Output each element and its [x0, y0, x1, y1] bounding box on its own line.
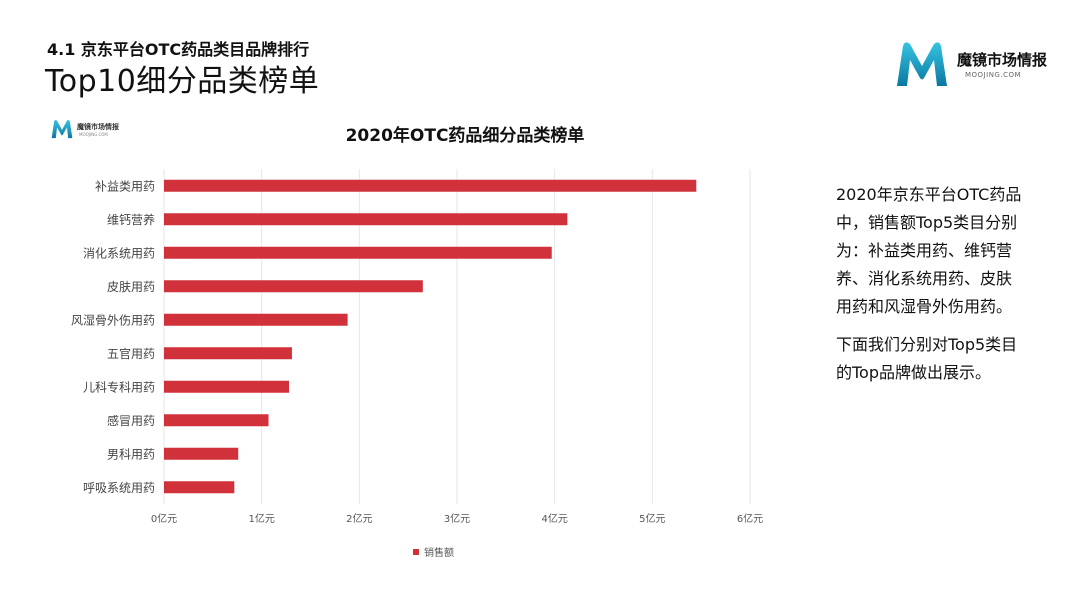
bar [164, 414, 269, 427]
category-label: 维钙营养 [107, 212, 155, 227]
chart-logo-name: 魔镜市场情报 [77, 123, 119, 131]
page-title: Top10细分品类榜单 [45, 64, 320, 99]
bar [164, 246, 552, 259]
summary-paragraph-2: 下面我们分别对Top5类目的Top品牌做出展示。 [836, 335, 1018, 382]
bar [164, 481, 235, 494]
x-tick-label: 4亿元 [541, 512, 567, 525]
category-label: 儿科专科用药 [83, 379, 155, 394]
chart-logo-m-icon [51, 120, 73, 139]
bar [164, 213, 568, 226]
legend-label: 销售额 [424, 548, 454, 559]
category-label: 感冒用药 [107, 413, 155, 428]
brand-logo: 魔镜市场情报 MOOJING.COM [893, 40, 1063, 90]
category-label: 消化系统用药 [83, 246, 155, 260]
x-tick-label: 3亿元 [444, 512, 470, 525]
x-tick-label: 0亿元 [151, 512, 177, 525]
x-tick-label: 2亿元 [346, 512, 372, 525]
section-label: 4.1 京东平台OTC药品类目品牌排行 [47, 40, 310, 59]
category-label: 皮肤用药 [107, 279, 155, 294]
category-label: 五官用药 [107, 346, 155, 361]
category-label: 呼吸系统用药 [83, 481, 155, 495]
chart-logo-url: MOOJING.COM [79, 132, 108, 137]
bar [164, 179, 697, 192]
brand-m-icon [897, 42, 947, 86]
chart-title: 2020年OTC药品细分品类榜单 [345, 126, 585, 146]
category-label: 男科用药 [107, 447, 155, 461]
bar [164, 280, 423, 293]
brand-url: MOOJING.COM [965, 71, 1022, 79]
x-tick-label: 1亿元 [248, 512, 274, 525]
chart-legend: 销售额 [413, 544, 454, 559]
bar [164, 313, 348, 326]
x-tick-label: 5亿元 [639, 512, 665, 525]
category-label: 补益类用药 [95, 179, 155, 193]
bar [164, 380, 290, 393]
summary-text: 2020年京东平台OTC药品中，销售额Top5类目分别为：补益类用药、维钙营养、… [836, 181, 1024, 387]
chart-watermark-logo: 魔镜市场情报 MOOJING.COM [50, 119, 130, 141]
x-tick-label: 6亿元 [737, 512, 763, 525]
summary-paragraph-1: 2020年京东平台OTC药品中，销售额Top5类目分别为：补益类用药、维钙营养、… [836, 185, 1022, 316]
category-label: 风湿骨外伤用药 [71, 312, 155, 327]
bar [164, 447, 239, 460]
legend-swatch [413, 548, 419, 555]
brand-name: 魔镜市场情报 [957, 51, 1048, 69]
bar [164, 347, 292, 360]
